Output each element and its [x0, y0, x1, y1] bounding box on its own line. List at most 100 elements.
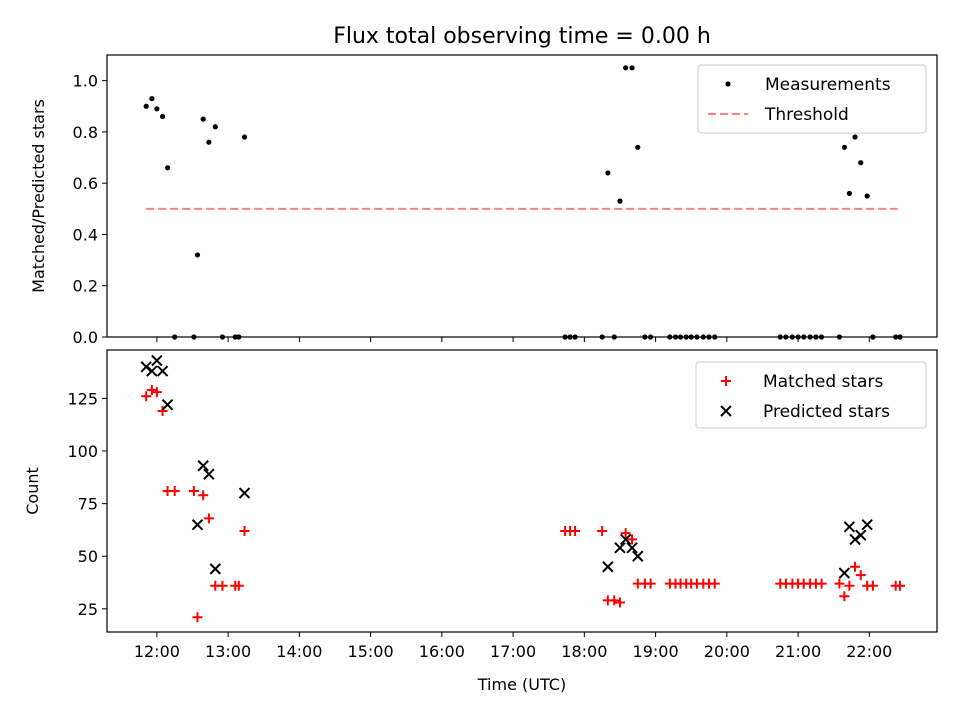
y-tick-label: 0.2: [73, 277, 98, 296]
legend-label: Measurements: [765, 75, 891, 95]
x-tick-label: 15:00: [348, 642, 394, 661]
matched-star-marker: [609, 595, 620, 606]
predicted-star-marker: [140, 361, 152, 373]
data-point: [241, 134, 248, 140]
data-point: [154, 106, 160, 112]
x-axis-label: Time (UTC): [477, 675, 566, 694]
data-point: [617, 198, 623, 204]
data-point: [212, 124, 218, 130]
predicted-star-marker: [614, 542, 626, 554]
y-tick-label: 0.4: [73, 225, 98, 244]
y-tick-label: 0.0: [73, 328, 98, 347]
predicted-star-marker: [156, 365, 169, 377]
y-tick-label: 1.0: [73, 72, 98, 91]
predicted-star-marker: [191, 518, 204, 531]
data-point: [194, 252, 201, 258]
predicted-star-marker: [146, 365, 158, 377]
y-axis-label: Count: [23, 467, 42, 515]
predicted-star-marker: [619, 533, 632, 546]
predicted-star-marker: [209, 563, 221, 575]
predicted-star-marker: [632, 550, 644, 562]
matched-star-marker: [597, 525, 608, 536]
predicted-star-marker: [838, 567, 851, 579]
matched-star-marker: [867, 580, 878, 591]
matched-star-marker: [239, 525, 250, 536]
legend-label: Threshold: [764, 105, 849, 125]
legend-label: Predicted stars: [763, 402, 890, 422]
data-point: [605, 170, 611, 176]
legend-frame: [695, 361, 927, 429]
matched-star-marker: [157, 406, 168, 417]
data-point: [623, 65, 629, 71]
legend: Matched stars Predicted stars: [695, 361, 927, 429]
predicted-star-marker: [843, 521, 856, 533]
y-tick-label: 75: [78, 495, 98, 514]
predicted-star-marker: [151, 354, 163, 367]
matched-star-marker: [816, 578, 827, 589]
x-tick-label: 18:00: [561, 642, 607, 661]
predicted-star-marker: [203, 468, 215, 480]
predicted-star-marker: [197, 460, 209, 472]
matched-star-marker: [141, 391, 152, 402]
x-tick-label: 16:00: [419, 642, 465, 661]
plot-frame: [106, 349, 938, 633]
y-tick-label: 25: [78, 600, 98, 619]
data-point: [159, 113, 166, 120]
star-count-panel: 12:00 13:00 14:00 15:00 16:00 17:00 18:00 19:00…: [23, 349, 938, 694]
matched-star-marker: [614, 597, 625, 608]
matched-star-marker: [620, 528, 631, 539]
matched-star-marker: [192, 612, 203, 623]
legend-label: Matched stars: [763, 372, 883, 392]
matched-star-marker: [570, 525, 581, 536]
y-axis-label: Matched/Predicted stars: [29, 99, 48, 293]
legend-marker: [721, 376, 731, 386]
data-point: [200, 116, 206, 122]
series-matched-stars: [141, 384, 905, 623]
matched-star-marker: [844, 580, 855, 591]
matched-star-marker: [850, 561, 861, 572]
y-tick-label: 100: [67, 442, 98, 461]
y-tick-label: 125: [67, 389, 98, 408]
data-point: [206, 139, 212, 145]
predicted-star-marker: [855, 529, 867, 541]
matched-star-marker: [627, 534, 638, 545]
predicted-star-marker: [626, 542, 638, 554]
legend: Measurements Threshold: [697, 64, 927, 134]
matched-star-marker: [188, 486, 199, 496]
x-tick-label: 19:00: [633, 642, 679, 661]
matched-ratio-panel: 0.0 0.2 0.4 0.6 0.8 1.0 Matched/Predicted star…: [29, 54, 938, 347]
x-tick-label: 13:00: [205, 642, 251, 661]
y-tick-label: 0.6: [73, 174, 98, 193]
data-point: [164, 165, 171, 171]
data-point: [858, 160, 864, 166]
data-point: [629, 65, 635, 71]
x-tick-label: 12:00: [134, 642, 180, 661]
matched-star-marker: [839, 591, 850, 602]
series-predicted-stars: [140, 354, 873, 579]
matched-star-marker: [217, 580, 228, 591]
matched-star-marker: [233, 580, 244, 591]
predicted-star-marker: [849, 533, 861, 546]
x-tick-label: 22:00: [846, 642, 892, 661]
data-point: [864, 193, 870, 199]
matched-star-marker: [834, 578, 845, 589]
predicted-star-marker: [602, 561, 614, 573]
predicted-star-marker: [161, 399, 174, 411]
matched-star-marker: [855, 570, 866, 581]
data-point: [846, 190, 852, 197]
legend-marker: [725, 81, 731, 87]
plot-frame: [106, 54, 938, 338]
data-point: [841, 144, 847, 150]
matched-star-marker: [151, 387, 162, 398]
matched-star-marker: [198, 490, 209, 501]
legend-frame: [697, 64, 927, 134]
predicted-star-marker: [861, 518, 873, 531]
x-tick-label: 17:00: [490, 642, 536, 661]
data-point: [143, 103, 149, 109]
x-tick-label: 14:00: [276, 642, 322, 661]
x-tick-label: 21:00: [775, 642, 821, 661]
chart-title: Flux total observing time = 0.00 h: [333, 24, 711, 49]
data-point: [635, 144, 641, 150]
data-point: [852, 134, 858, 140]
